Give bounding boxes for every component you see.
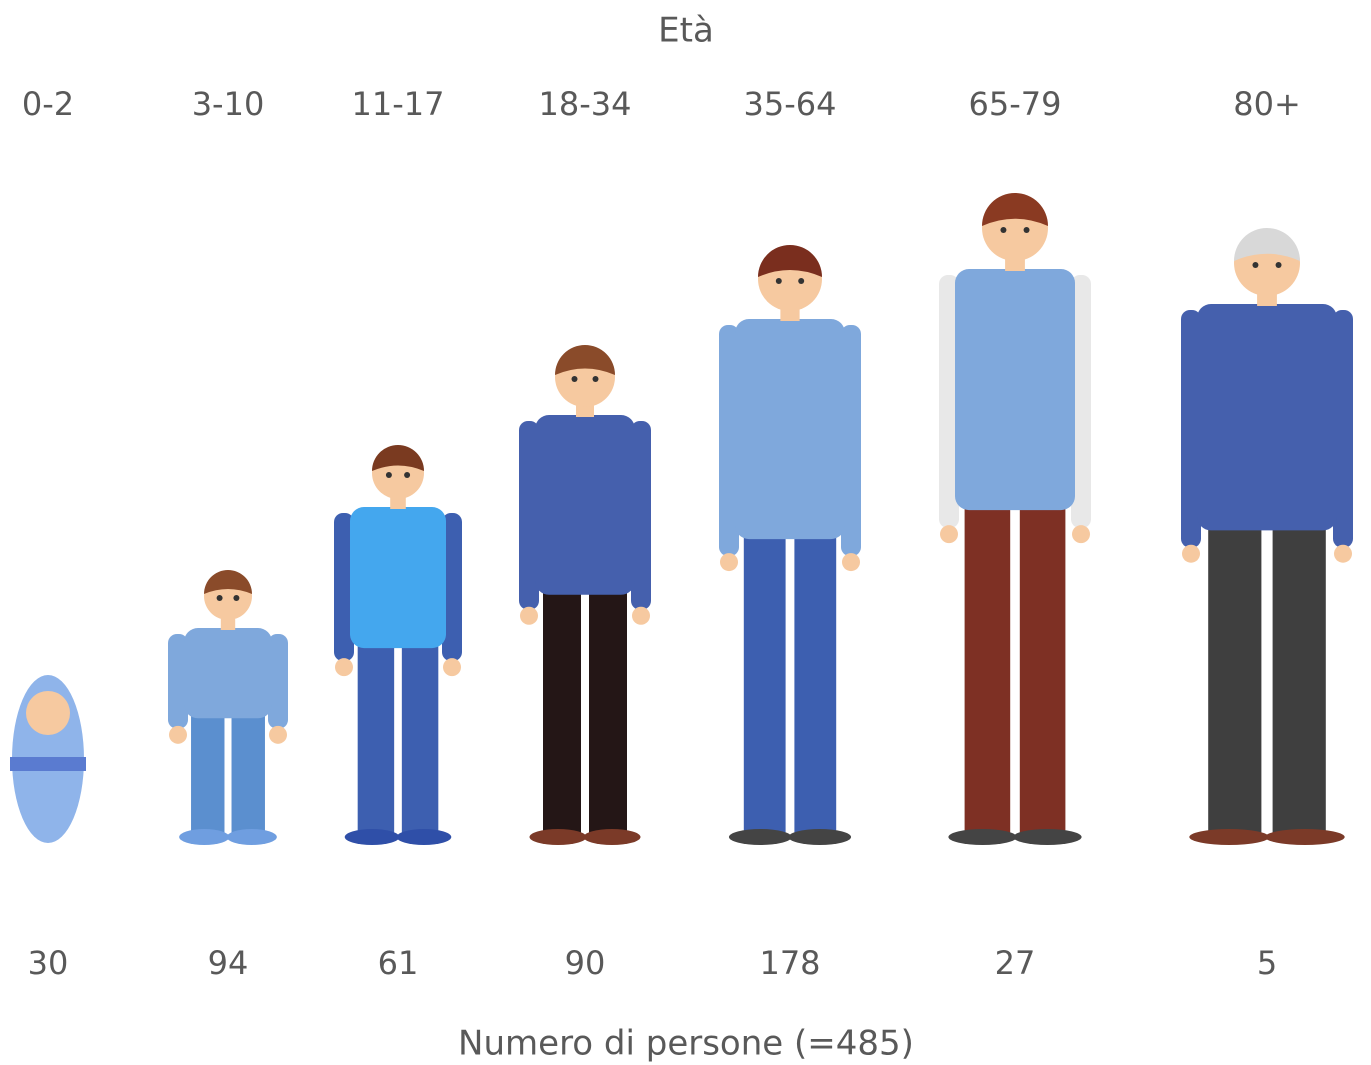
- count-label: 5: [1257, 944, 1277, 982]
- person: [168, 570, 288, 845]
- leg: [232, 714, 265, 833]
- hand: [269, 726, 287, 744]
- age-label: 80+: [1233, 85, 1301, 123]
- hand: [632, 607, 650, 625]
- shoe: [1189, 829, 1269, 845]
- count-label: 94: [208, 944, 249, 982]
- eye: [798, 278, 804, 284]
- leg: [965, 506, 1011, 833]
- shoe: [397, 829, 452, 845]
- person: [519, 345, 651, 845]
- shoe: [530, 829, 587, 845]
- title: Età: [658, 11, 714, 51]
- leg: [794, 535, 836, 833]
- torso: [1197, 304, 1337, 530]
- eye: [1252, 262, 1258, 268]
- age-label: 0-2: [22, 85, 74, 123]
- count-label: 27: [995, 944, 1036, 982]
- baby-face: [26, 691, 70, 735]
- hand: [1182, 545, 1200, 563]
- hand: [443, 658, 461, 676]
- shoe: [1265, 829, 1345, 845]
- leg: [1208, 526, 1261, 833]
- person: [10, 675, 86, 843]
- baby-ribbon: [10, 757, 86, 771]
- eye: [776, 278, 782, 284]
- age-label: 35-64: [744, 85, 837, 123]
- shoe: [948, 829, 1016, 845]
- page: {"header": {"title": "Età"}, "groups": […: [0, 0, 1371, 1065]
- count-label: 178: [759, 944, 820, 982]
- leg: [744, 535, 786, 833]
- torso: [535, 415, 635, 595]
- person: [334, 445, 462, 845]
- torso: [955, 269, 1075, 510]
- leg: [358, 644, 394, 833]
- shoe: [345, 829, 400, 845]
- eye: [386, 472, 392, 478]
- leg: [589, 591, 627, 833]
- caption: Numero di persone (=485): [458, 1024, 914, 1064]
- eye: [404, 472, 410, 478]
- eye: [217, 595, 223, 601]
- hand: [520, 607, 538, 625]
- shoe: [1013, 829, 1081, 845]
- hand: [842, 553, 860, 571]
- torso: [735, 319, 845, 539]
- leg: [1020, 506, 1066, 833]
- hand: [1072, 525, 1090, 543]
- figures: [10, 193, 1353, 845]
- shoe: [584, 829, 641, 845]
- infographic: Età Numero di persone (=485) 0-2 30 3-10 94…: [0, 0, 1371, 1065]
- count-label: 90: [565, 944, 606, 982]
- eye: [1000, 227, 1006, 233]
- age-label: 65-79: [969, 85, 1062, 123]
- eye: [572, 376, 578, 382]
- count-label: 61: [378, 944, 419, 982]
- shoe: [227, 829, 277, 845]
- shoe: [179, 829, 229, 845]
- torso: [184, 628, 272, 718]
- hand: [169, 726, 187, 744]
- eye: [1276, 262, 1282, 268]
- torso: [350, 507, 446, 648]
- eye: [233, 595, 239, 601]
- eye: [593, 376, 599, 382]
- shoe: [729, 829, 792, 845]
- shoe: [788, 829, 851, 845]
- hand: [1334, 545, 1352, 563]
- leg: [543, 591, 581, 833]
- leg: [191, 714, 224, 833]
- age-label: 18-34: [539, 85, 632, 123]
- hand: [335, 658, 353, 676]
- age-label: 11-17: [352, 85, 445, 123]
- person: [719, 245, 861, 845]
- person: [939, 193, 1091, 845]
- age-label: 3-10: [192, 85, 265, 123]
- person: [1181, 228, 1353, 845]
- hand: [940, 525, 958, 543]
- leg: [402, 644, 438, 833]
- eye: [1024, 227, 1030, 233]
- leg: [1273, 526, 1326, 833]
- count-label: 30: [28, 944, 69, 982]
- hand: [720, 553, 738, 571]
